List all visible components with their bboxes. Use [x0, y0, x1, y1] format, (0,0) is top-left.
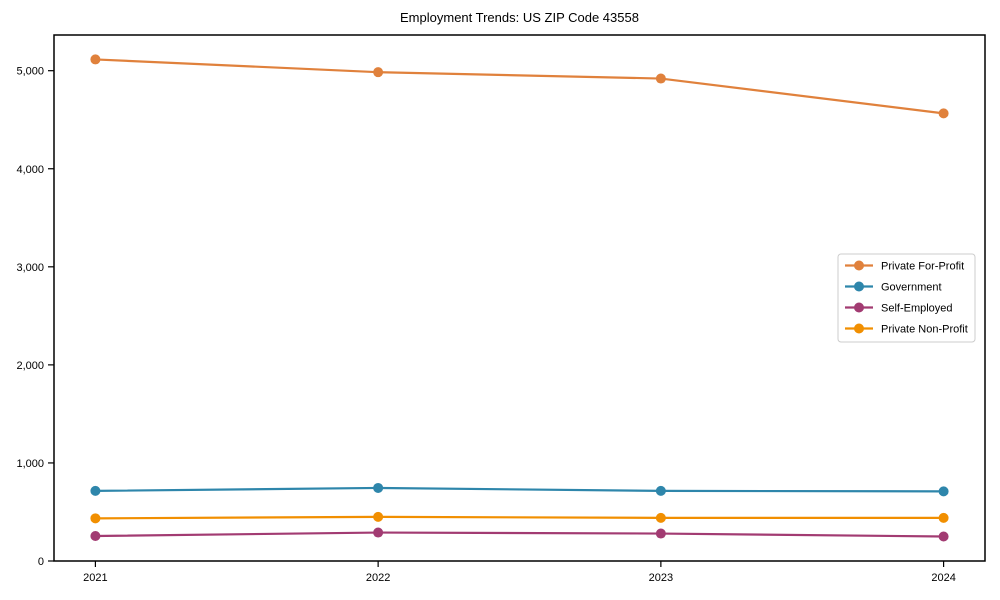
y-axis-tick-label: 0: [38, 556, 44, 568]
legend-item-private-for-profit: Private For-Profit: [845, 260, 964, 273]
data-point-government-2023: [655, 485, 666, 496]
x-axis-tick-label: 2024: [931, 572, 955, 584]
series-line-private-non-profit: [94, 515, 945, 520]
data-point-private-non-profit-2023: [655, 512, 666, 523]
series-line-self-employed: [94, 531, 945, 538]
legend-item-government: Government: [845, 281, 942, 294]
chart-title: Employment Trends: US ZIP Code 43558: [400, 10, 639, 25]
x-axis-tick-label: 2022: [366, 572, 390, 584]
x-axis-tick-label: 2021: [83, 572, 107, 584]
data-point-government-2022: [373, 482, 384, 493]
legend-label: Self-Employed: [881, 303, 953, 315]
data-point-private-non-profit-2022: [373, 511, 384, 522]
legend-label: Private For-Profit: [881, 261, 964, 273]
legend: Private For-Profit Government Self-Employe…: [837, 253, 976, 343]
x-axis-tick-label: 2023: [649, 572, 673, 584]
data-point-self-employed-2022: [373, 527, 384, 538]
y-axis-tick-label: 4,000: [16, 164, 44, 176]
y-axis-tick-label: 5,000: [16, 66, 44, 78]
data-point-private-non-profit-2021: [90, 513, 101, 524]
legend-marker-swatch: [854, 323, 864, 334]
series-line-government: [94, 486, 945, 493]
data-point-private-non-profit-2024: [938, 512, 949, 523]
data-point-private-for-profit-2024: [938, 108, 949, 119]
data-point-self-employed-2024: [938, 531, 949, 542]
data-point-private-for-profit-2023: [655, 73, 666, 84]
data-point-self-employed-2021: [90, 530, 101, 541]
legend-label: Private Non-Profit: [881, 324, 968, 336]
data-point-private-for-profit-2021: [90, 54, 101, 65]
data-point-self-employed-2023: [655, 528, 666, 539]
y-axis-tick-label: 3,000: [16, 262, 44, 274]
y-axis-tick-label: 2,000: [16, 360, 44, 372]
legend-item-self-employed: Self-Employed: [845, 302, 953, 315]
legend-item-private-non-profit: Private Non-Profit: [845, 323, 968, 336]
plot-border: [53, 34, 986, 562]
y-axis-tick-label: 1,000: [16, 458, 44, 470]
series-line-private-for-profit: [94, 58, 945, 115]
legend-marker-swatch: [854, 260, 864, 271]
legend-box: [837, 253, 976, 343]
legend-label: Government: [881, 282, 942, 294]
legend-marker-swatch: [854, 281, 864, 292]
data-point-government-2021: [90, 485, 101, 496]
legend-marker-swatch: [854, 302, 864, 313]
plot-area: 0 1,000 2,000 3,000 4,000 5,000 2021 2022 2023 20…: [16, 34, 986, 584]
data-point-private-for-profit-2022: [373, 67, 384, 78]
data-point-government-2024: [938, 486, 949, 497]
